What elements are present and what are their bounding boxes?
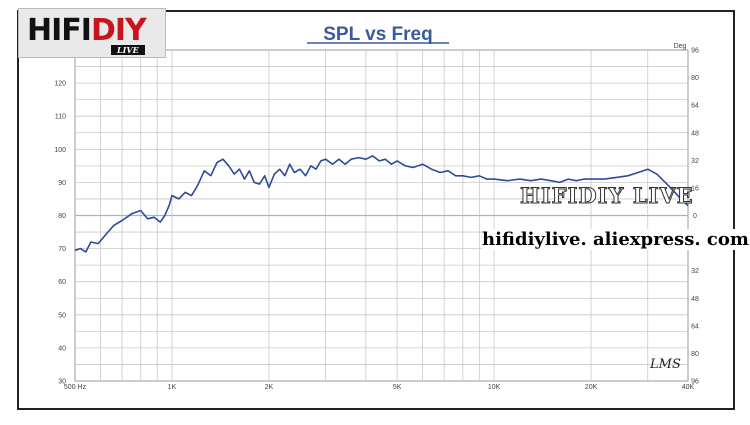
x-tick-label: 5K bbox=[393, 384, 402, 391]
y-tick-label: 60 bbox=[58, 279, 66, 286]
y2-tick-label: 80 bbox=[691, 351, 699, 358]
y-tick-label: 110 bbox=[55, 114, 66, 121]
y-tick-label: 70 bbox=[58, 246, 66, 253]
logo-wordmark: HIFIDIY bbox=[27, 13, 147, 48]
watermark-brand: HIFIDIY LIVE bbox=[520, 183, 694, 209]
hifidiy-logo: HIFIDIY LIVE bbox=[18, 8, 166, 58]
x-tick-label: 10K bbox=[488, 384, 501, 391]
x-tick-label: 40K bbox=[682, 384, 695, 391]
y2-axis-label: Deg bbox=[674, 43, 687, 50]
x-tick-label: 1K bbox=[168, 384, 177, 391]
watermark-store-url: hifidiylive. aliexpress. com bbox=[482, 229, 749, 250]
lms-signature: LMS bbox=[650, 357, 681, 372]
y-tick-label: 90 bbox=[58, 180, 66, 187]
y-tick-label: 30 bbox=[58, 379, 66, 386]
y-tick-label: 120 bbox=[54, 81, 66, 88]
y-tick-label: 50 bbox=[58, 312, 66, 319]
y2-tick-label: 32 bbox=[691, 268, 699, 275]
y2-tick-label: 48 bbox=[691, 130, 699, 137]
y2-tick-label: 96 bbox=[691, 379, 699, 386]
x-tick-label: 2K bbox=[265, 384, 274, 391]
y2-tick-label: 96 bbox=[691, 48, 699, 55]
y-tick-label: 100 bbox=[54, 147, 66, 154]
spl-curve bbox=[74, 155, 689, 253]
y2-tick-label: 32 bbox=[691, 158, 699, 165]
y-tick-label: 40 bbox=[58, 345, 66, 352]
x-tick-label: 500 Hz bbox=[64, 384, 87, 391]
y2-tick-label: 0 bbox=[693, 213, 697, 220]
x-tick-label: 20K bbox=[585, 384, 598, 391]
y2-tick-label: 48 bbox=[691, 296, 699, 303]
y2-tick-label: 64 bbox=[691, 323, 699, 330]
logo-badge: LIVE bbox=[111, 45, 145, 55]
y2-tick-label: 16 bbox=[691, 185, 699, 192]
y2-tick-label: 80 bbox=[691, 75, 699, 82]
y2-tick-label: 64 bbox=[691, 103, 699, 110]
y-tick-label: 80 bbox=[58, 213, 66, 220]
chart-title: SPL vs Freq bbox=[323, 24, 432, 45]
